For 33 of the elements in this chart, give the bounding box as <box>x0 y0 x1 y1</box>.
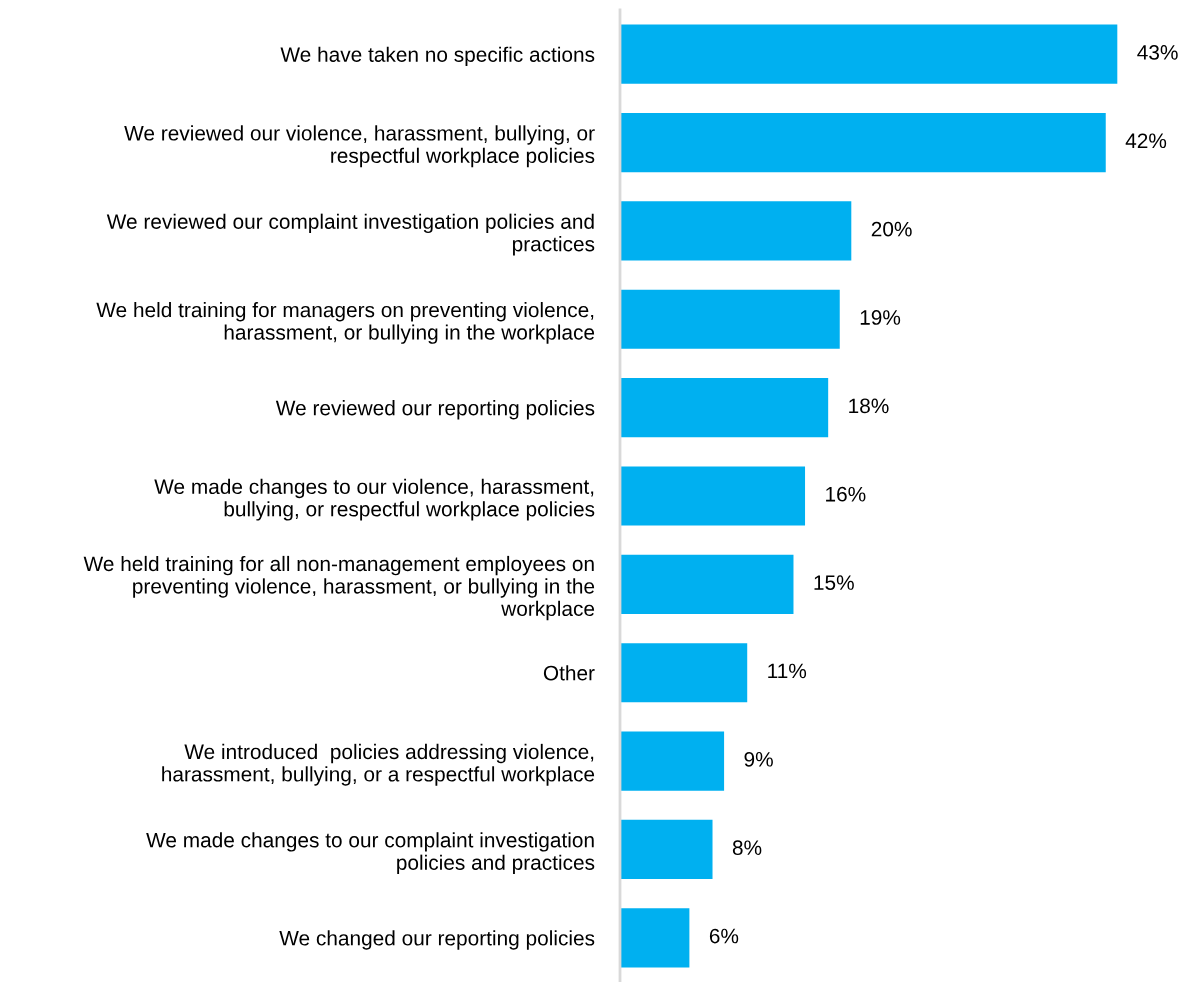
data-label: 42% <box>1125 133 1167 149</box>
bar <box>620 554 794 614</box>
bar <box>620 24 1118 84</box>
data-label: 18% <box>849 398 889 414</box>
bar <box>620 643 748 703</box>
data-label: 8% <box>732 840 762 856</box>
y-tick-label: We made changes to our complaint investigation policies and practices <box>146 832 595 875</box>
y-tick-label: We made changes to our violence, harassment, bullying, or respectful workplace policies <box>154 478 595 521</box>
data-label: 19% <box>860 310 901 325</box>
y-tick-label: We held training for all non-management employees on preventing violence, harassment, or bullying in the workplace <box>83 555 595 621</box>
bar <box>620 201 852 261</box>
bar <box>620 819 713 880</box>
bar <box>620 112 1106 173</box>
bar <box>620 466 806 526</box>
y-tick-label: We have taken no specific actions <box>280 46 595 67</box>
data-label: 16% <box>826 486 866 502</box>
data-label: 9% <box>744 751 773 767</box>
y-tick-label: Other <box>543 665 595 681</box>
bar <box>620 731 725 791</box>
y-tick-label: We held training for managers on preventing violence, harassment, or bullying in the workplace <box>96 302 595 344</box>
y-tick-label: We reviewed our reporting policies <box>275 400 595 420</box>
y-tick-label: We reviewed our violence, harassment, bullying, or respectful workplace policies <box>124 125 595 168</box>
bar <box>620 908 690 968</box>
data-label: 6% <box>709 928 739 944</box>
data-label: 15% <box>814 575 854 590</box>
data-label: 43% <box>1137 45 1178 60</box>
data-label: 11% <box>768 663 807 679</box>
y-tick-label: We introduced policies addressing violence, harassment, bullying, or a respectful workplace <box>162 743 595 786</box>
bar <box>620 289 840 349</box>
y-tick-label: We reviewed our complaint investigation policies and practices <box>106 213 595 256</box>
bar <box>620 378 829 438</box>
y-tick-label: We changed our reporting policies <box>279 930 595 950</box>
data-label: 20% <box>871 221 912 237</box>
